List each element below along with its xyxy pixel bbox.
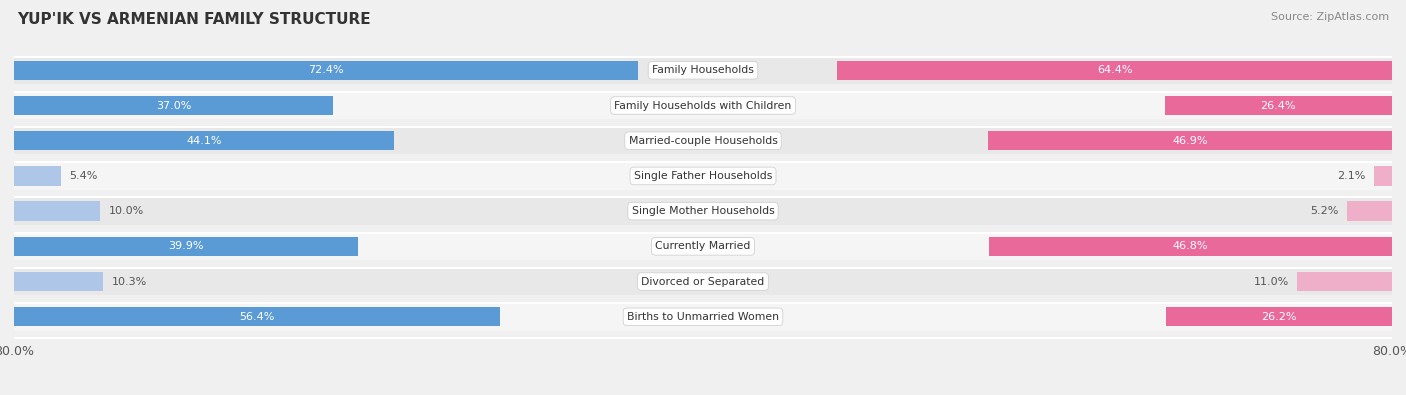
Text: 39.9%: 39.9% — [169, 241, 204, 251]
Bar — [1374, 166, 1392, 186]
Bar — [14, 96, 333, 115]
Bar — [14, 162, 1392, 190]
Text: Currently Married: Currently Married — [655, 241, 751, 251]
Bar — [14, 92, 1392, 119]
Text: Single Father Households: Single Father Households — [634, 171, 772, 181]
Text: 44.1%: 44.1% — [186, 136, 222, 146]
Bar — [838, 60, 1392, 80]
Bar — [988, 131, 1392, 150]
Text: 64.4%: 64.4% — [1097, 65, 1132, 75]
Text: Births to Unmarried Women: Births to Unmarried Women — [627, 312, 779, 322]
Text: Source: ZipAtlas.com: Source: ZipAtlas.com — [1271, 12, 1389, 22]
Bar — [1298, 272, 1392, 291]
Text: Family Households with Children: Family Households with Children — [614, 100, 792, 111]
Text: 10.3%: 10.3% — [111, 276, 146, 287]
Bar — [14, 198, 1392, 225]
Text: 26.4%: 26.4% — [1261, 100, 1296, 111]
Text: Married-couple Households: Married-couple Households — [628, 136, 778, 146]
Text: 56.4%: 56.4% — [239, 312, 274, 322]
Bar — [1164, 96, 1392, 115]
Legend: Yup'ik, Armenian: Yup'ik, Armenian — [614, 392, 792, 395]
Text: 72.4%: 72.4% — [308, 65, 343, 75]
Bar — [14, 233, 1392, 260]
Text: 26.2%: 26.2% — [1261, 312, 1296, 322]
Bar — [1347, 201, 1392, 221]
Bar — [14, 307, 499, 327]
Bar — [14, 166, 60, 186]
Bar — [14, 127, 1392, 154]
Bar — [1167, 307, 1392, 327]
Text: 2.1%: 2.1% — [1337, 171, 1365, 181]
Text: 10.0%: 10.0% — [108, 206, 143, 216]
Bar — [988, 237, 1392, 256]
Bar — [14, 272, 103, 291]
Bar — [14, 268, 1392, 295]
Text: Family Households: Family Households — [652, 65, 754, 75]
Text: 11.0%: 11.0% — [1253, 276, 1289, 287]
Text: 37.0%: 37.0% — [156, 100, 191, 111]
Text: 5.4%: 5.4% — [69, 171, 97, 181]
Bar — [14, 201, 100, 221]
Text: 46.9%: 46.9% — [1173, 136, 1208, 146]
Text: 46.8%: 46.8% — [1173, 241, 1208, 251]
Text: Single Mother Households: Single Mother Households — [631, 206, 775, 216]
Bar — [14, 131, 394, 150]
Bar — [14, 60, 637, 80]
Text: YUP'IK VS ARMENIAN FAMILY STRUCTURE: YUP'IK VS ARMENIAN FAMILY STRUCTURE — [17, 12, 371, 27]
Text: Divorced or Separated: Divorced or Separated — [641, 276, 765, 287]
Bar — [14, 56, 1392, 84]
Bar — [14, 303, 1392, 331]
Bar — [14, 237, 357, 256]
Text: 5.2%: 5.2% — [1310, 206, 1339, 216]
